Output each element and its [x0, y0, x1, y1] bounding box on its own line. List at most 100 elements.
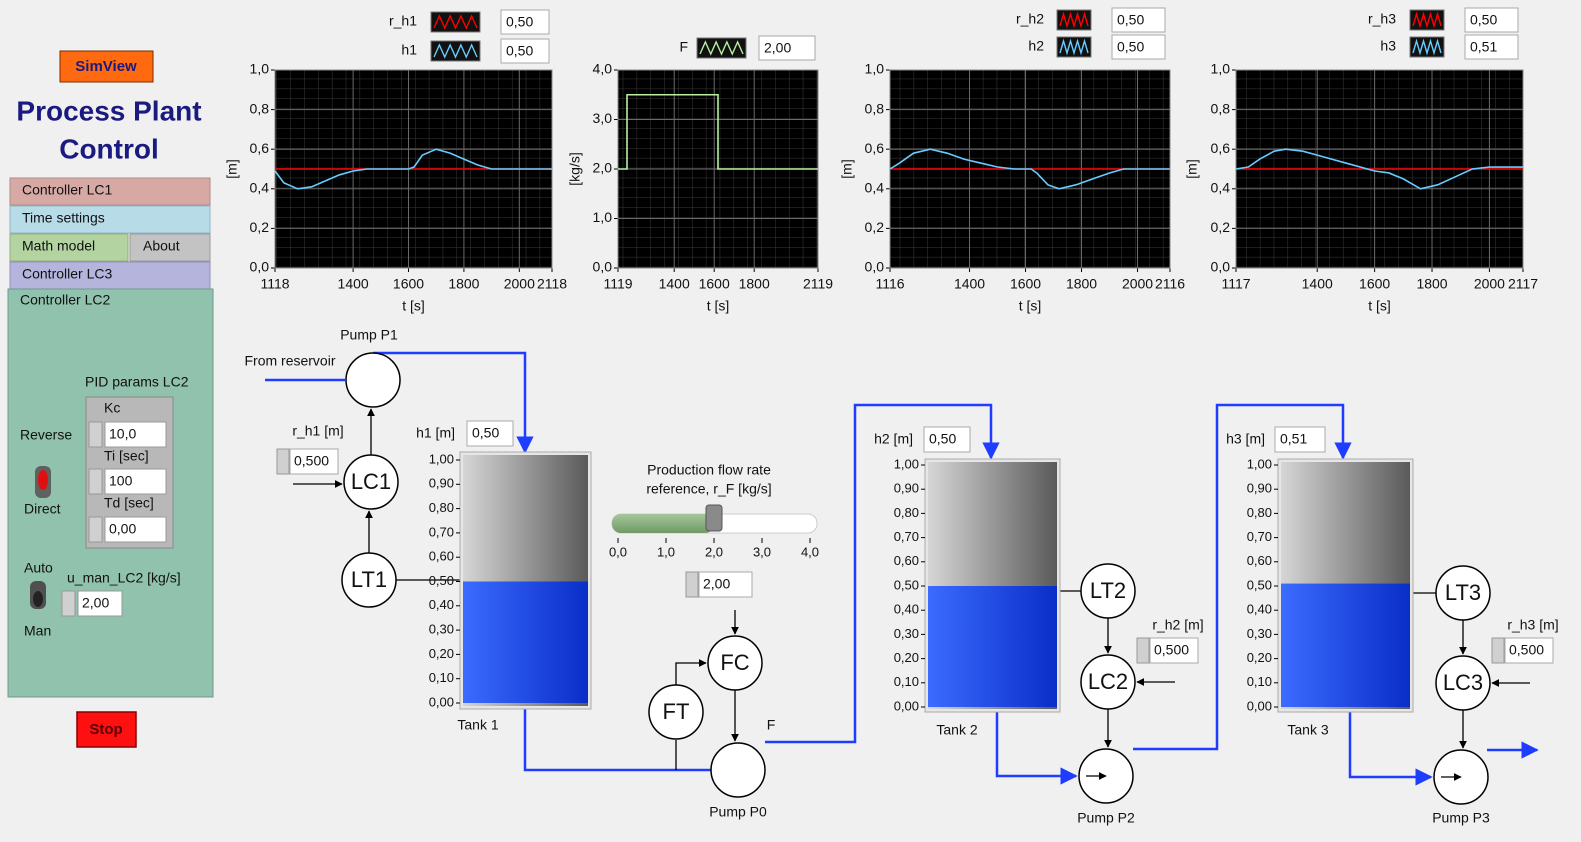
tab-label: Controller LC3 [22, 266, 112, 282]
signal [675, 659, 707, 685]
legend-line [1412, 38, 1442, 56]
transmitter [341, 552, 397, 608]
scale-label: 0,20 [429, 646, 454, 661]
legend-swatch [1409, 9, 1445, 31]
node-label: LT1 [351, 567, 387, 592]
spinner[interactable] [88, 516, 103, 543]
x-tick-label: 1600 [699, 276, 730, 292]
readout-value: 0,50 [1117, 39, 1144, 55]
input[interactable] [104, 468, 167, 495]
slider-tick-label: 1,0 [657, 544, 675, 559]
pump [345, 352, 401, 408]
scale-label: 0,00 [429, 694, 454, 709]
setpoint-value: 0,500 [1509, 642, 1544, 658]
spinner[interactable] [685, 571, 699, 598]
scale-label: 0,60 [1247, 553, 1272, 568]
series-line [1235, 148, 1523, 190]
tab[interactable] [129, 233, 211, 262]
scale-label: 0,40 [1247, 602, 1272, 617]
legend-label: h3 [1380, 38, 1396, 54]
input[interactable] [104, 516, 167, 543]
scale-label: 0,00 [894, 698, 919, 713]
slider-label: reference, r_F [kg/s] [646, 481, 771, 497]
stop-button[interactable] [76, 711, 137, 748]
transmitter [648, 684, 704, 740]
switch-lever [38, 470, 48, 490]
scale-label: 1,00 [429, 451, 454, 466]
scale-label: 0,50 [429, 573, 454, 588]
legend-swatch [430, 40, 481, 62]
spinner[interactable] [88, 468, 103, 495]
stop-label: Stop [89, 721, 122, 738]
series-line [274, 148, 552, 190]
legend-swatch [1409, 36, 1445, 58]
x-tick-label: 2116 [1155, 276, 1185, 292]
spinner[interactable] [276, 448, 290, 475]
level-value: 0,50 [472, 425, 499, 441]
scale-label: 0,70 [429, 524, 454, 539]
tab-label: Time settings [22, 210, 105, 226]
tank-name: Tank 3 [1287, 722, 1328, 738]
pipe [1133, 403, 1352, 751]
x-tick-label: 2000 [504, 276, 535, 292]
scale-label: 0,30 [894, 626, 919, 641]
slider-thumb[interactable] [705, 504, 723, 532]
setpoint-input[interactable] [1504, 637, 1554, 664]
y-tick-label: 0,0 [593, 259, 613, 275]
tab-label: Controller LC1 [22, 182, 112, 198]
app-title: Control [59, 133, 159, 164]
setpoint-input[interactable] [1149, 637, 1199, 664]
input-value: 0,00 [109, 521, 136, 537]
node-label: LT2 [1090, 578, 1126, 603]
transmitter [1080, 563, 1136, 619]
y-tick-label: 0,4 [250, 180, 270, 196]
simview-button[interactable] [59, 50, 154, 83]
setpoint-label: r_h3 [m] [1507, 617, 1558, 633]
tab-label[interactable]: Controller LC2 [20, 292, 110, 308]
legend-swatch [1056, 9, 1092, 31]
x-tick-label: 1800 [1416, 276, 1447, 292]
slider-fill [612, 514, 714, 533]
tab[interactable] [9, 177, 211, 206]
tab[interactable] [9, 233, 129, 262]
input[interactable] [104, 421, 167, 448]
tab[interactable] [9, 205, 211, 234]
legend-swatch [430, 11, 481, 33]
readout-box [500, 9, 550, 35]
x-tick-label: 1400 [659, 276, 690, 292]
y-axis-label: [m] [839, 159, 855, 178]
legend-label: r_h2 [1016, 11, 1044, 27]
readout-value: 2,00 [764, 40, 791, 56]
transmitter [1435, 565, 1491, 621]
y-tick-label: 4,0 [593, 61, 613, 77]
spinner[interactable] [88, 421, 103, 448]
slider-input[interactable] [698, 571, 753, 598]
y-tick-label: 0,6 [250, 140, 270, 156]
input[interactable] [77, 590, 123, 617]
tank-level [1281, 583, 1410, 707]
readout-box [758, 35, 816, 61]
spinner[interactable] [1136, 637, 1150, 664]
y-tick-label: 0,4 [865, 180, 885, 196]
controller [343, 454, 399, 510]
scale-label: 0,30 [429, 622, 454, 637]
signals [293, 376, 1530, 774]
legend-label: h1 [401, 42, 417, 58]
scale-label: 0,40 [894, 602, 919, 617]
node-label: FT [663, 699, 690, 724]
readout-box [1464, 7, 1519, 33]
y-tick-label: 0,8 [865, 100, 885, 116]
spinner[interactable] [1491, 637, 1505, 664]
scale-label: 0,70 [894, 529, 919, 544]
tank-name: Tank 2 [936, 722, 977, 738]
readout-box [1464, 34, 1519, 60]
node-label: LC3 [1443, 670, 1483, 695]
setpoint-value: 0,500 [294, 453, 329, 469]
setpoint-label: r_h2 [m] [1152, 617, 1203, 633]
spinner[interactable] [61, 590, 76, 617]
y-tick-label: 0,4 [1211, 180, 1231, 196]
input-value: 10,0 [109, 426, 136, 442]
pump-arrows [1086, 772, 1462, 781]
setpoint-input[interactable] [289, 448, 339, 475]
